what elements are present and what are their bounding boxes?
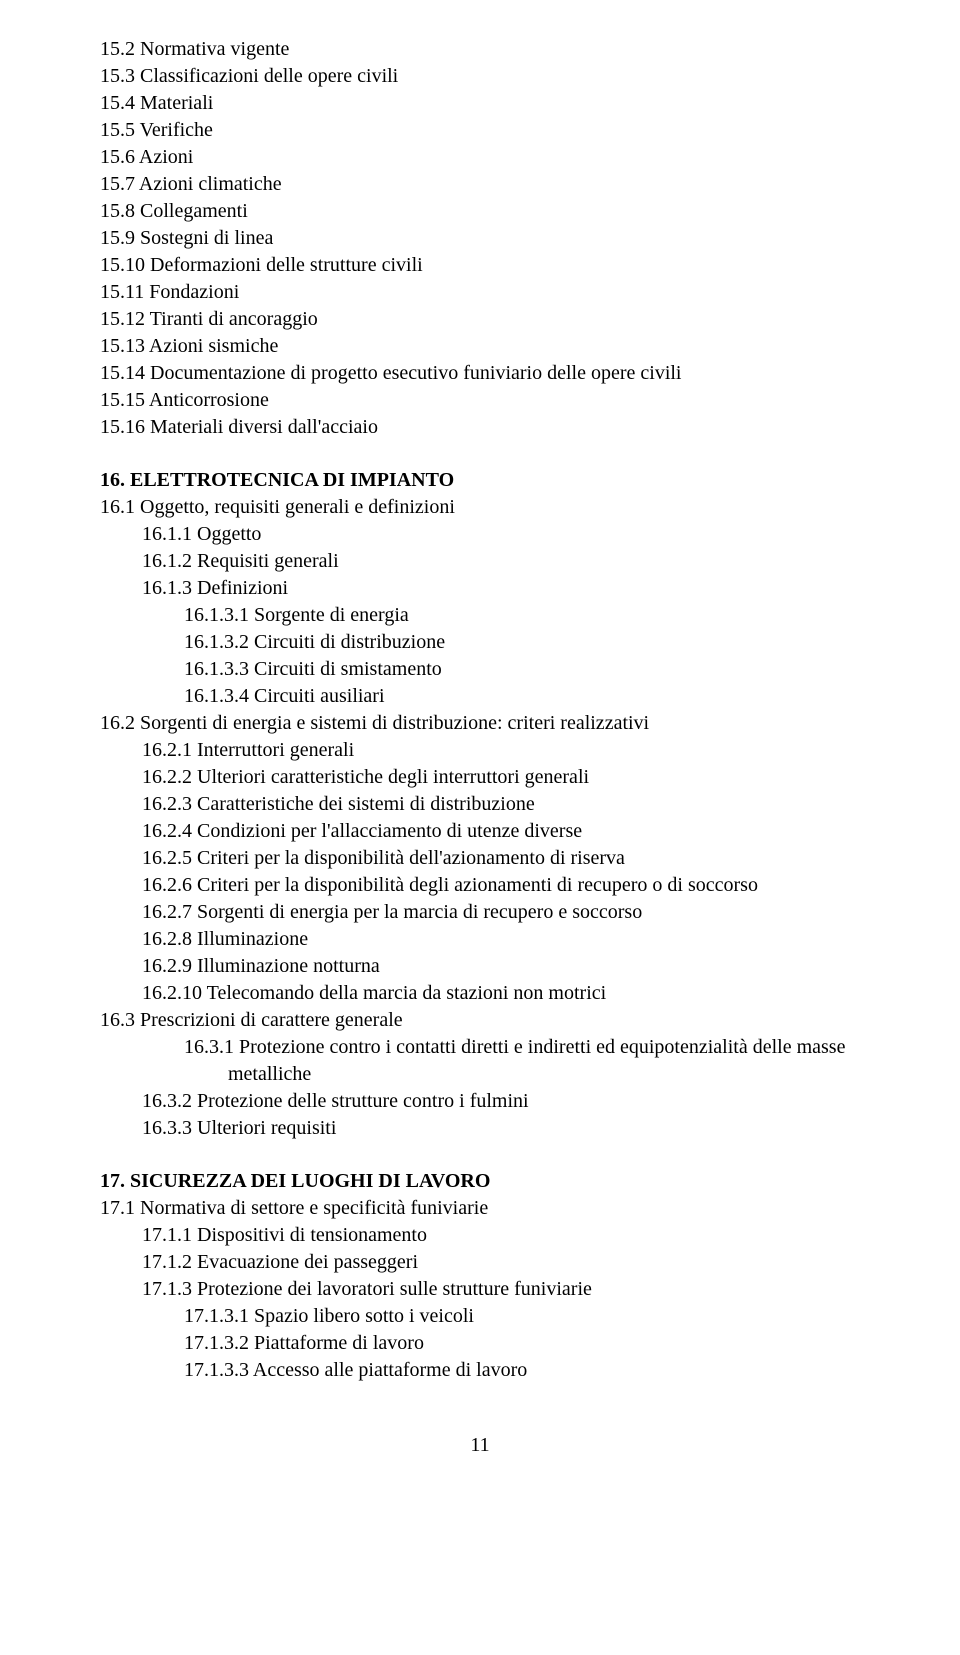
- toc-line: 16.2.3 Caratteristiche dei sistemi di di…: [142, 791, 860, 818]
- toc-line: 17.1.1 Dispositivi di tensionamento: [142, 1222, 860, 1249]
- toc-line: 16.2.4 Condizioni per l'allacciamento di…: [142, 818, 860, 845]
- toc-line: 15.14 Documentazione di progetto esecuti…: [100, 360, 860, 387]
- toc-line: 16.2.1 Interruttori generali: [142, 737, 860, 764]
- toc-line: 16.3.3 Ulteriori requisiti: [142, 1115, 860, 1142]
- toc-line: 16.2 Sorgenti di energia e sistemi di di…: [100, 710, 860, 737]
- toc-line: 15.5 Verifiche: [100, 117, 860, 144]
- toc-line: 15.12 Tiranti di ancoraggio: [100, 306, 860, 333]
- toc-line: 17.1.3.2 Piattaforme di lavoro: [184, 1330, 860, 1357]
- toc-line: 17.1.2 Evacuazione dei passeggeri: [142, 1249, 860, 1276]
- toc-line: 17.1.3.1 Spazio libero sotto i veicoli: [184, 1303, 860, 1330]
- toc-line: 15.3 Classificazioni delle opere civili: [100, 63, 860, 90]
- toc-line: 15.10 Deformazioni delle strutture civil…: [100, 252, 860, 279]
- toc-line: 17.1.3.3 Accesso alle piattaforme di lav…: [184, 1357, 860, 1384]
- toc-line: 15.7 Azioni climatiche: [100, 171, 860, 198]
- toc-line: 15.9 Sostegni di linea: [100, 225, 860, 252]
- toc-line: 15.8 Collegamenti: [100, 198, 860, 225]
- toc-line: 15.11 Fondazioni: [100, 279, 860, 306]
- toc-line: 16.2.9 Illuminazione notturna: [142, 953, 860, 980]
- section-17-heading: 17. SICUREZZA DEI LUOGHI DI LAVORO: [100, 1168, 860, 1195]
- toc-line: 16.2.7 Sorgenti di energia per la marcia…: [142, 899, 860, 926]
- toc-line: 16.1.3.2 Circuiti di distribuzione: [184, 629, 860, 656]
- toc-line-wrapped: 16.3.1 Protezione contro i contatti dire…: [142, 1034, 860, 1088]
- toc-line: 17.1.3 Protezione dei lavoratori sulle s…: [142, 1276, 860, 1303]
- toc-line: 16.1.3 Definizioni: [142, 575, 860, 602]
- toc-line: 16.1.3.4 Circuiti ausiliari: [184, 683, 860, 710]
- toc-line: 16.1 Oggetto, requisiti generali e defin…: [100, 494, 860, 521]
- toc-line: 15.15 Anticorrosione: [100, 387, 860, 414]
- toc-line: 15.2 Normativa vigente: [100, 36, 860, 63]
- toc-line: 16.3 Prescrizioni di carattere generale: [100, 1007, 860, 1034]
- section-15-list: 15.2 Normativa vigente 15.3 Classificazi…: [100, 36, 860, 441]
- toc-line: 16.1.3.1 Sorgente di energia: [184, 602, 860, 629]
- section-16-heading: 16. ELETTROTECNICA DI IMPIANTO: [100, 467, 860, 494]
- page-number: 11: [100, 1432, 860, 1459]
- toc-line: 16.2.8 Illuminazione: [142, 926, 860, 953]
- toc-line: 16.2.10 Telecomando della marcia da staz…: [142, 980, 860, 1007]
- toc-line: 17.1 Normativa di settore e specificità …: [100, 1195, 860, 1222]
- toc-line: 15.13 Azioni sismiche: [100, 333, 860, 360]
- toc-line: 16.1.2 Requisiti generali: [142, 548, 860, 575]
- toc-line: 15.16 Materiali diversi dall'acciaio: [100, 414, 860, 441]
- toc-line: 16.1.3.3 Circuiti di smistamento: [184, 656, 860, 683]
- toc-line: 16.3.2 Protezione delle strutture contro…: [142, 1088, 860, 1115]
- toc-line: 16.2.6 Criteri per la disponibilità degl…: [142, 872, 860, 899]
- toc-line: 15.4 Materiali: [100, 90, 860, 117]
- toc-line: 16.1.1 Oggetto: [142, 521, 860, 548]
- toc-line: 16.2.5 Criteri per la disponibilità dell…: [142, 845, 860, 872]
- toc-line: 15.6 Azioni: [100, 144, 860, 171]
- toc-line: 16.2.2 Ulteriori caratteristiche degli i…: [142, 764, 860, 791]
- document-page: 15.2 Normativa vigente 15.3 Classificazi…: [0, 0, 960, 1499]
